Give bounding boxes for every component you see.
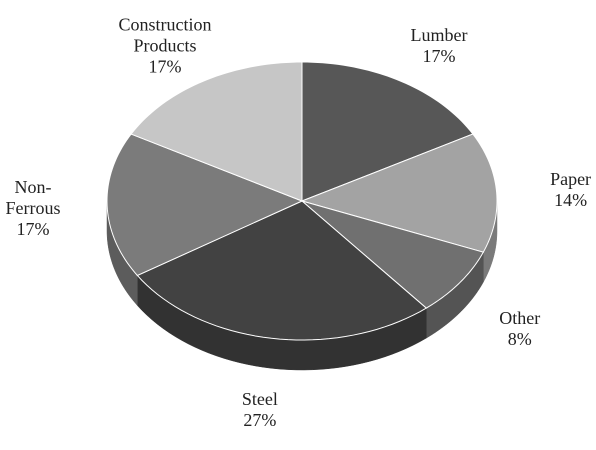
slice-label: Non-Ferrous xyxy=(6,177,61,218)
slice-label: Paper xyxy=(550,169,591,189)
slice-value-label: 17% xyxy=(149,56,182,76)
slice-label: Steel xyxy=(242,389,278,409)
slice-value-label: 27% xyxy=(243,410,276,430)
slice-label: Other xyxy=(499,308,540,328)
slice-label: Construction Products xyxy=(119,14,212,55)
slice xyxy=(130,61,303,202)
slice-label: Lumber xyxy=(410,25,467,45)
slice xyxy=(301,200,485,309)
slice xyxy=(106,133,304,277)
slice xyxy=(136,200,428,341)
slice xyxy=(300,133,498,253)
slice-value-label: 8% xyxy=(508,329,532,349)
slice xyxy=(301,61,474,202)
slice-value-label: 17% xyxy=(17,219,50,239)
slice-value-label: 14% xyxy=(554,190,587,210)
slice-value-label: 17% xyxy=(422,46,455,66)
